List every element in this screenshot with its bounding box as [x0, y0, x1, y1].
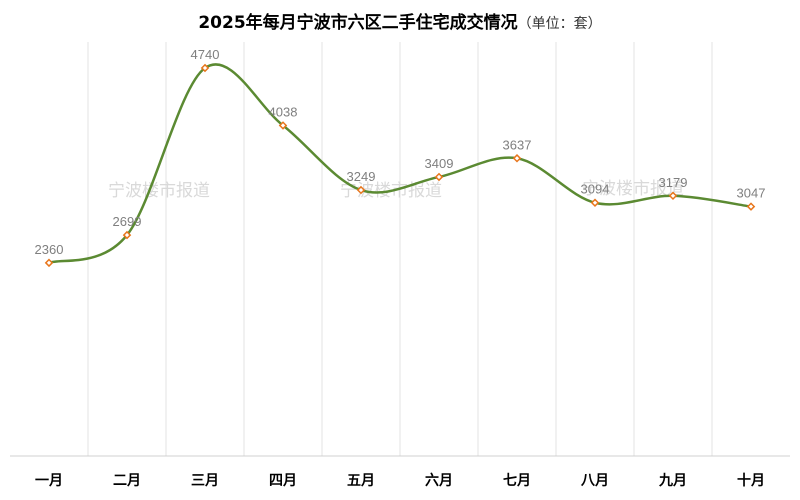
data-point [512, 154, 522, 163]
chart-title: 2025年每月宁波市六区二手住宅成交情况（单位：套） [0, 8, 800, 33]
data-label: 2699 [113, 214, 142, 229]
data-label: 3409 [425, 156, 454, 171]
data-point [122, 230, 132, 240]
x-tick-label: 二月 [113, 473, 141, 489]
title-text: 2025年每月宁波市六区二手住宅成交情况 [198, 13, 518, 33]
x-tick-label: 三月 [191, 473, 219, 489]
data-point [44, 258, 54, 268]
data-label: 3094 [581, 182, 610, 197]
x-tick-label: 九月 [658, 473, 687, 489]
x-tick-label: 八月 [580, 473, 609, 489]
unit-note: （单位：套） [517, 16, 602, 32]
data-label: 3047 [737, 186, 766, 201]
data-point [434, 172, 444, 182]
x-tick-label: 一月 [35, 473, 63, 489]
series-line [48, 63, 752, 265]
data-point [590, 198, 600, 207]
data-point [200, 63, 210, 73]
data-label: 3179 [659, 175, 688, 190]
gridlines [87, 42, 713, 456]
data-label: 3637 [503, 137, 532, 152]
x-tick-label: 六月 [425, 472, 453, 489]
data-label: 2360 [35, 242, 64, 257]
watermark-text: 宁波楼市报道 [582, 179, 684, 199]
x-tick-label: 五月 [347, 473, 375, 489]
data-label: 3249 [347, 169, 376, 184]
data-point [278, 121, 288, 130]
data-point [356, 185, 366, 195]
x-tick-label: 十月 [737, 472, 765, 489]
data-point [668, 191, 678, 201]
data-label: 4740 [191, 47, 220, 62]
watermark-text: 宁波楼市报道 [108, 181, 210, 201]
x-tick-label: 四月 [269, 473, 297, 489]
data-point [746, 202, 756, 211]
data-label: 4038 [269, 104, 298, 119]
x-tick-label: 七月 [503, 473, 531, 489]
